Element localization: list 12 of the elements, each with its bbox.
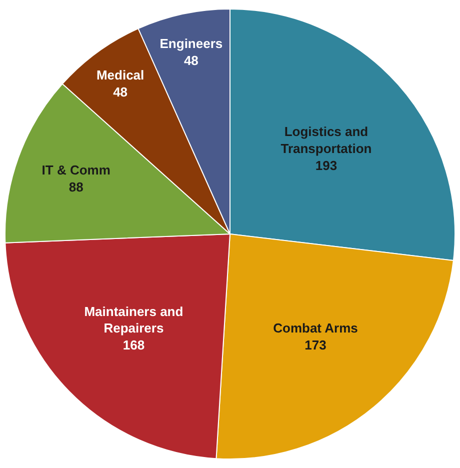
slice-label: Combat Arms <box>273 320 358 336</box>
data-label: 88 <box>68 180 84 195</box>
slice-label: Engineers <box>160 36 223 51</box>
slice-label: Logistics and Transportation <box>280 124 372 156</box>
data-label: 48 <box>113 84 128 100</box>
slice-label: IT & Comm <box>42 162 110 178</box>
slice-label: Medical <box>96 68 144 83</box>
data-label: 48 <box>184 52 198 68</box>
data-label: 193 <box>315 158 338 173</box>
data-label: 173 <box>304 337 326 352</box>
data-label: 168 <box>122 338 145 353</box>
slice-label: Maintainers and Repairers <box>84 304 184 336</box>
